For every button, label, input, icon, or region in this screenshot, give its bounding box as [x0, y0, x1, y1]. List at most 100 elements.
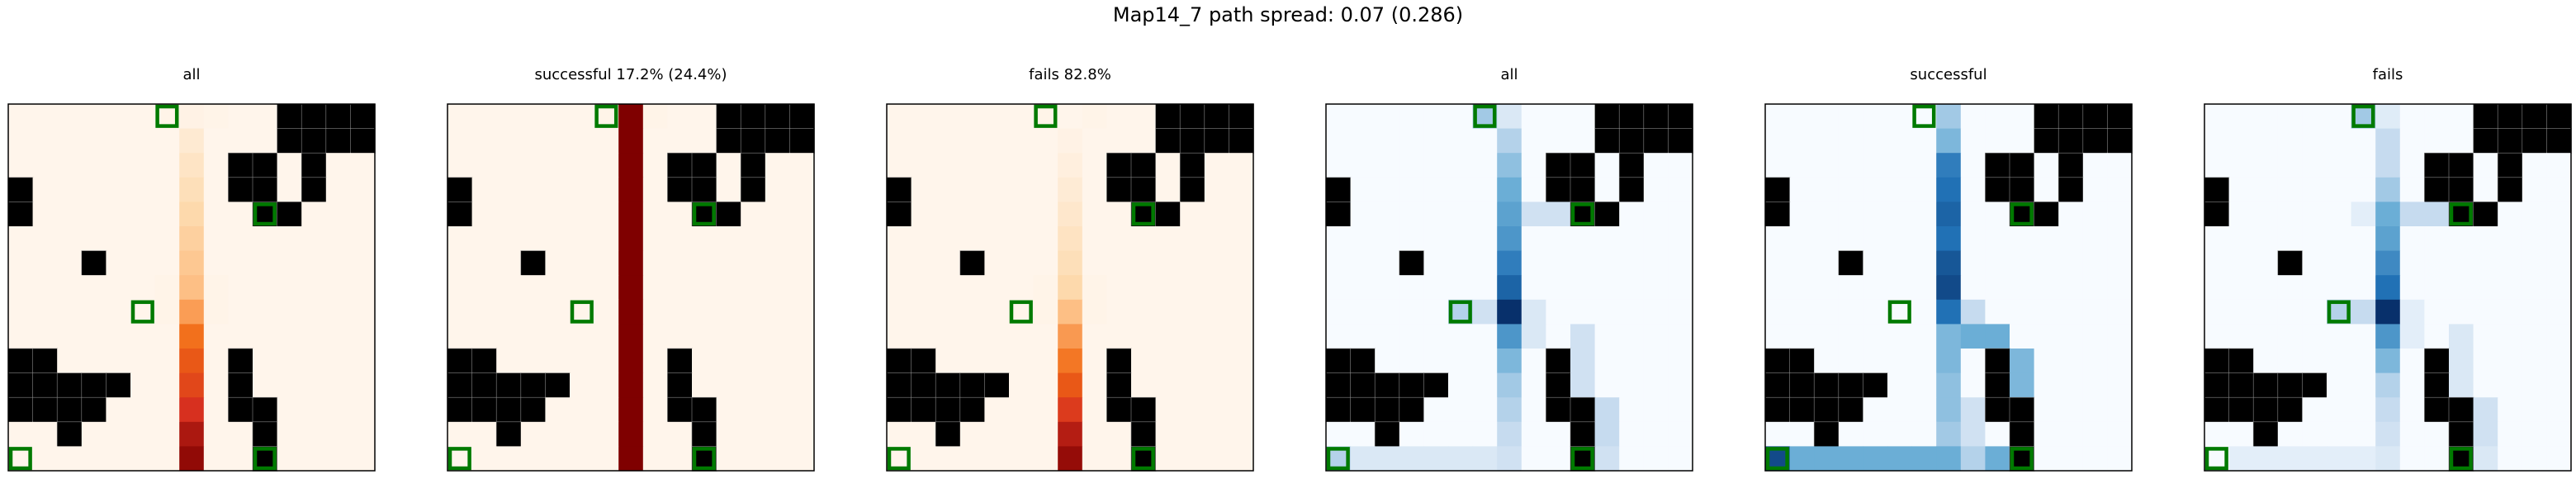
heat-cell	[2399, 299, 2425, 325]
heat-cell	[2399, 372, 2425, 398]
heat-cell	[228, 421, 253, 447]
heat-cell	[1936, 104, 1962, 130]
heat-cell	[1546, 250, 1571, 276]
obstacle-cell	[2277, 396, 2304, 423]
heat-cell	[1594, 226, 1620, 252]
obstacle-cell	[2522, 103, 2548, 130]
heat-cell	[1229, 226, 1254, 252]
heat-cell	[1594, 397, 1620, 423]
heat-cell	[2107, 250, 2133, 276]
heat-cell	[1472, 324, 1498, 349]
heat-cell	[692, 226, 717, 252]
obstacle-cell	[2277, 250, 2304, 277]
heat-cell	[2449, 104, 2474, 130]
obstacle-cell	[1985, 348, 2010, 374]
heat-cell	[1643, 275, 1669, 301]
heat-cell	[301, 324, 327, 349]
obstacle-cell	[1546, 372, 1571, 399]
heat-cell	[1180, 349, 1205, 374]
heat-cell	[2473, 446, 2498, 472]
obstacle-cell	[1668, 128, 1693, 154]
heat-cell	[594, 299, 619, 325]
heat-cell	[1350, 226, 1376, 252]
heat-cell	[1911, 128, 1937, 154]
obstacle-cell	[740, 152, 766, 178]
obstacle-cell	[7, 372, 34, 399]
heat-cell	[2253, 299, 2279, 325]
heat-cell	[325, 250, 351, 276]
obstacle-cell	[1618, 152, 1645, 178]
heat-cell	[1887, 128, 1913, 154]
heat-cell	[1546, 324, 1571, 349]
heat-cell	[350, 275, 376, 301]
obstacle-cell	[1546, 152, 1571, 178]
heat-cell	[2058, 275, 2084, 301]
heat-cell	[789, 226, 815, 252]
heat-cell	[1229, 372, 1254, 398]
obstacle-cell	[1570, 421, 1596, 448]
heat-cell	[765, 153, 790, 178]
heat-cell	[57, 153, 83, 178]
heat-cell	[1423, 153, 1449, 178]
heat-cell	[667, 324, 693, 349]
obstacle-cell	[2497, 152, 2523, 178]
heat-cell	[984, 446, 1010, 472]
heat-cell	[496, 299, 522, 325]
heat-cell	[8, 250, 34, 276]
heat-cell	[959, 153, 985, 178]
heat-cell	[1887, 372, 1913, 398]
heat-cell	[57, 250, 83, 276]
heat-cell	[496, 250, 522, 276]
heat-cell	[1229, 202, 1254, 227]
heat-cell	[667, 226, 693, 252]
heat-cell	[1887, 202, 1913, 227]
heat-cell	[959, 128, 985, 154]
heat-cell	[1497, 177, 1522, 202]
heat-cell	[1863, 397, 1888, 423]
obstacle-cell	[886, 372, 912, 399]
heat-cell	[716, 177, 741, 202]
heat-cell	[545, 250, 571, 276]
heat-cell	[984, 202, 1010, 227]
heat-cell	[887, 128, 912, 154]
heat-cell	[1985, 275, 2010, 301]
heat-cell	[106, 226, 131, 252]
heat-cell	[1521, 202, 1546, 227]
heat-cell	[130, 177, 156, 202]
obstacle-cell	[1764, 396, 1791, 423]
heat-cell	[520, 226, 546, 252]
heat-cell	[203, 275, 229, 301]
heat-cell	[2228, 104, 2254, 130]
obstacle-cell	[1838, 372, 1864, 399]
heat-cell	[1399, 299, 1424, 325]
heat-cell	[253, 250, 278, 276]
heat-cell	[2375, 104, 2401, 130]
heat-cell	[1180, 202, 1205, 227]
heat-cell	[2204, 421, 2230, 447]
heat-cell	[1399, 104, 1424, 130]
heat-cell	[106, 177, 131, 202]
obstacle-cell	[716, 128, 742, 154]
heat-cell	[959, 421, 985, 447]
heat-cell	[2058, 250, 2084, 276]
heat-cell	[1448, 446, 1474, 472]
obstacle-cell	[325, 128, 352, 154]
heat-cell	[277, 372, 302, 398]
heat-cell	[667, 421, 693, 447]
heat-cell	[203, 128, 229, 154]
heat-cell	[1619, 446, 1645, 472]
obstacle-cell	[7, 348, 34, 374]
heat-cell	[1887, 446, 1913, 472]
heat-cell	[741, 275, 766, 301]
heat-cell	[2277, 349, 2303, 374]
heat-cell	[1887, 177, 1913, 202]
heat-cell	[1180, 250, 1205, 276]
heat-cell	[154, 128, 180, 154]
heat-cell	[984, 397, 1010, 423]
panel-frame	[2204, 103, 2572, 472]
heat-cell	[594, 202, 619, 227]
heat-cell	[1668, 446, 1693, 472]
obstacle-cell	[2448, 421, 2474, 448]
heat-cell	[570, 421, 595, 447]
heat-cell	[2107, 202, 2133, 227]
